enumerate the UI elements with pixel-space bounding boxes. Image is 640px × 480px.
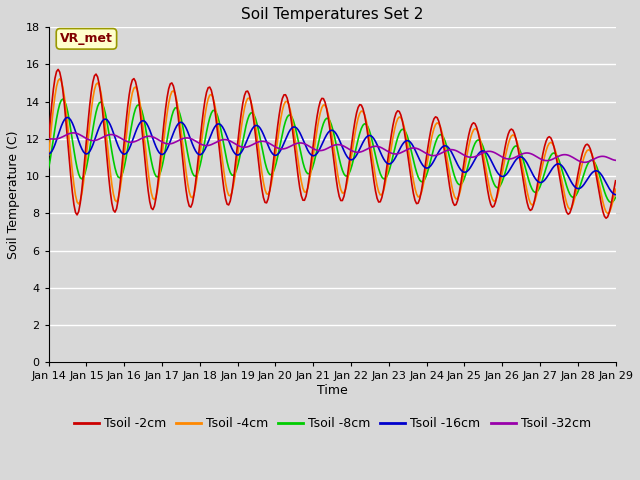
Text: VR_met: VR_met [60, 32, 113, 45]
Y-axis label: Soil Temperature (C): Soil Temperature (C) [7, 131, 20, 259]
X-axis label: Time: Time [317, 384, 348, 397]
Legend: Tsoil -2cm, Tsoil -4cm, Tsoil -8cm, Tsoil -16cm, Tsoil -32cm: Tsoil -2cm, Tsoil -4cm, Tsoil -8cm, Tsoi… [68, 412, 596, 435]
Title: Soil Temperatures Set 2: Soil Temperatures Set 2 [241, 7, 423, 22]
